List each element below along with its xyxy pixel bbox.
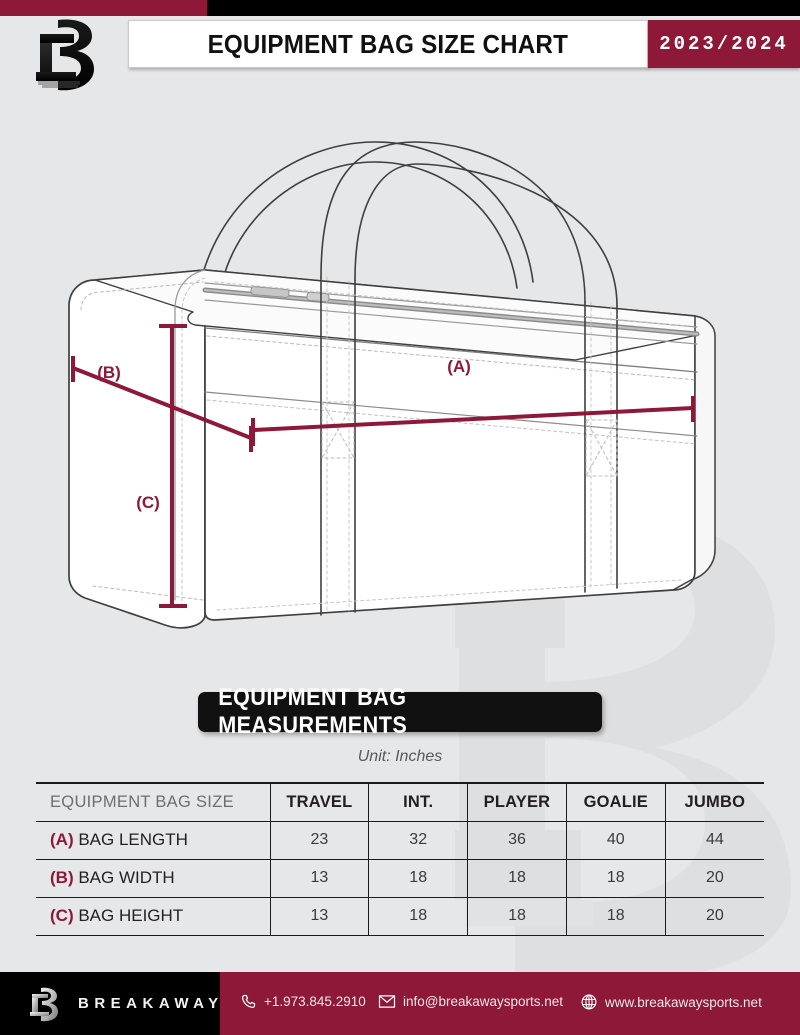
cell-length-int: 32: [368, 821, 469, 860]
table-header-cell-travel: TRAVEL: [269, 782, 370, 822]
row-label-text: BAG HEIGHT: [78, 906, 184, 925]
table-row: (A) BAG LENGTH 23 32 36 40 44: [36, 821, 764, 860]
breakaway-b-logo-icon: [22, 12, 118, 100]
row-tag-b: (B): [50, 868, 74, 887]
table-header-cell-jumbo: JUMBO: [664, 782, 764, 822]
cell-width-player: 18: [467, 859, 567, 898]
globe-icon: [580, 993, 598, 1011]
footer-email[interactable]: info@breakawaysports.net: [378, 993, 563, 1010]
table-row: (B) BAG WIDTH 13 18 18 18 20: [36, 859, 764, 898]
cell-length-jumbo: 44: [664, 821, 764, 860]
footer-email-text: info@breakawaysports.net: [403, 994, 564, 1009]
footer-phone-text: +1.973.845.2910: [264, 994, 366, 1009]
top-strip-accent: [0, 0, 207, 16]
page-title-box: EQUIPMENT BAG SIZE CHART: [128, 20, 648, 68]
table-header-cell-goalie: GOALIE: [565, 782, 666, 822]
cell-height-int: 18: [368, 897, 469, 936]
dimension-label-c: (C): [136, 493, 160, 512]
size-chart-table: EQUIPMENT BAG SIZE TRAVEL INT. PLAYER GO…: [36, 782, 764, 936]
table-row: (C) BAG HEIGHT 13 18 18 18 20: [36, 897, 764, 936]
page-title: EQUIPMENT BAG SIZE CHART: [207, 28, 569, 59]
phone-icon: [240, 993, 257, 1010]
cell-length-goalie: 40: [565, 821, 666, 860]
table-header-cell-int: INT.: [368, 782, 469, 822]
cell-width-int: 18: [368, 859, 469, 898]
table-header-cell-player: PLAYER: [467, 782, 567, 822]
cell-length-player: 36: [467, 821, 567, 860]
row-label-bag-width: (B) BAG WIDTH: [36, 859, 271, 898]
unit-label: Unit: Inches: [357, 748, 443, 765]
cell-height-jumbo: 20: [664, 897, 764, 936]
footer-phone[interactable]: +1.973.845.2910: [240, 993, 366, 1010]
table-header-row: EQUIPMENT BAG SIZE TRAVEL INT. PLAYER GO…: [36, 782, 764, 822]
footer-website-text: www.breakawaysports.net: [605, 994, 762, 1010]
row-tag-c: (C): [50, 906, 74, 925]
equipment-bag-diagram: (A) (B) (C): [55, 120, 745, 665]
page-footer: BREAKAWAY +1.973.845.2910 info@breakaway…: [0, 972, 800, 1035]
page-header: EQUIPMENT BAG SIZE CHART 2023/2024: [0, 16, 800, 91]
cell-height-player: 18: [467, 897, 567, 936]
row-label-bag-height: (C) BAG HEIGHT: [36, 897, 271, 936]
cell-width-travel: 13: [269, 859, 370, 898]
row-label-text: BAG LENGTH: [78, 830, 188, 849]
season-year-label: 2023/2024: [659, 33, 789, 55]
row-label-text: BAG WIDTH: [78, 868, 175, 887]
top-strip-dark: [207, 0, 800, 16]
row-label-bag-length: (A) BAG LENGTH: [36, 821, 271, 860]
cell-height-goalie: 18: [565, 897, 666, 936]
dimension-label-a: (A): [447, 357, 471, 376]
measurements-banner: EQUIPMENT BAG MEASUREMENTS: [198, 684, 602, 739]
footer-b-logo-icon: [24, 985, 66, 1023]
table-header-cell-size: EQUIPMENT BAG SIZE: [36, 782, 271, 822]
row-tag-a: (A): [50, 830, 74, 849]
footer-contact-block: [220, 972, 800, 1035]
cell-height-travel: 13: [269, 897, 370, 936]
cell-width-jumbo: 20: [664, 859, 764, 898]
dimension-label-b: (B): [97, 363, 121, 382]
envelope-icon: [378, 993, 396, 1010]
top-color-strip: [0, 0, 800, 16]
measurements-banner-title: EQUIPMENT BAG MEASUREMENTS: [218, 684, 408, 739]
footer-website[interactable]: www.breakawaysports.net: [580, 993, 762, 1011]
cell-width-goalie: 18: [565, 859, 666, 898]
footer-brand-name: BREAKAWAY: [78, 995, 224, 1012]
cell-length-travel: 23: [269, 821, 370, 860]
season-year-badge: 2023/2024: [648, 20, 800, 68]
